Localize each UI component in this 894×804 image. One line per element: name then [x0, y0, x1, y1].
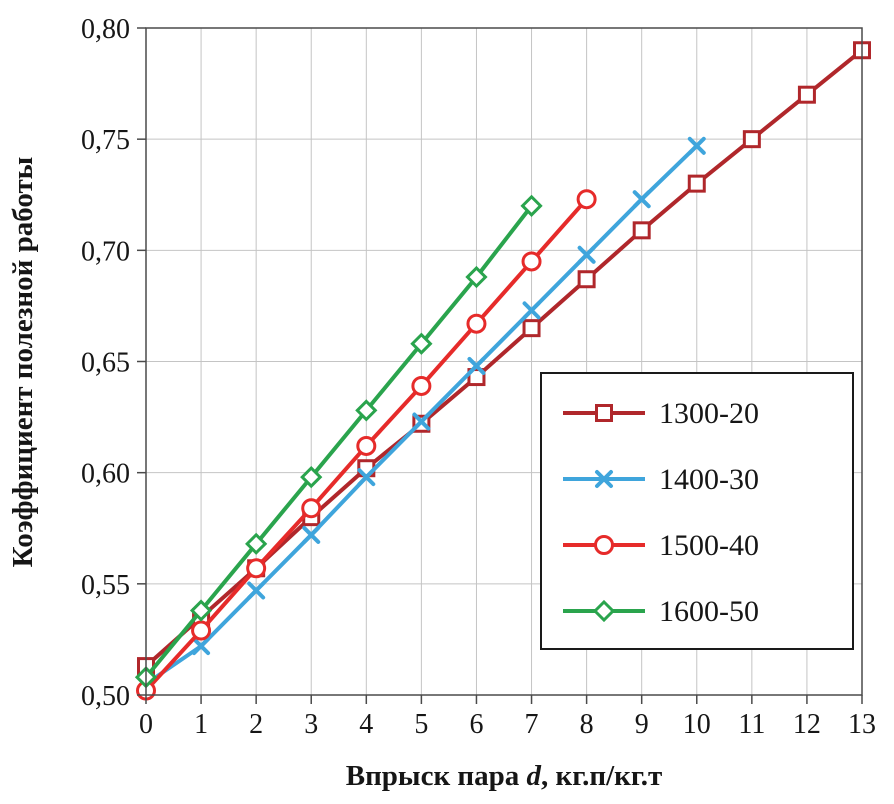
x-marker — [192, 637, 211, 656]
y-tick-label: 0,75 — [81, 125, 130, 156]
x-marker — [412, 412, 431, 431]
x-tick-label: 1 — [194, 709, 208, 740]
y-axis-title: Коэффициент полезной работы — [7, 157, 39, 568]
x-marker — [522, 301, 541, 320]
x-marker — [302, 525, 321, 544]
circle-marker — [466, 313, 487, 334]
circle-marker — [301, 498, 322, 519]
legend-label: 1500-40 — [659, 529, 759, 562]
x-tick-label: 0 — [139, 709, 153, 740]
legend-entry-1400-30: 1400-30 — [563, 463, 759, 496]
axes: 0 1 2 3 4 5 6 7 8 9 10 11 12 130,500,550,600,650,700,… — [81, 14, 876, 740]
y-tick-label: 0,65 — [81, 348, 130, 379]
diamond-marker — [465, 265, 488, 289]
series-group — [134, 41, 871, 701]
x-axis-title-prefix: Впрыск пара — [346, 760, 527, 792]
x-tick-label: 13 — [848, 709, 876, 740]
x-tick-label: 7 — [525, 709, 539, 740]
y-tick-label: 0,60 — [81, 459, 130, 490]
square-marker — [742, 130, 761, 149]
legend-label: 1400-30 — [659, 463, 759, 496]
circle-marker — [191, 620, 212, 641]
diamond-marker — [410, 332, 433, 355]
y-tick-label: 0,55 — [81, 570, 130, 601]
legend-label: 1300-20 — [659, 397, 759, 430]
y-tick-label: 0,50 — [81, 681, 130, 712]
y-tick-label: 0,80 — [81, 14, 130, 45]
x-tick-label: 4 — [359, 709, 373, 740]
x-tick-label: 8 — [580, 709, 594, 740]
x-tick-label: 12 — [793, 709, 821, 740]
square-marker — [467, 368, 486, 387]
circle-marker — [246, 558, 267, 579]
square-marker — [797, 85, 816, 104]
square-marker — [687, 174, 706, 193]
circle-marker — [594, 535, 614, 555]
square-marker — [522, 319, 541, 338]
circle-marker — [521, 251, 542, 272]
x-marker — [247, 581, 266, 600]
square-marker — [595, 404, 613, 422]
square-marker — [577, 270, 596, 289]
legend-entry-1600-50: 1600-50 — [563, 595, 759, 628]
x-tick-label: 11 — [738, 709, 765, 740]
x-tick-label: 2 — [249, 709, 263, 740]
circle-marker — [411, 375, 432, 396]
circle-marker — [356, 435, 377, 456]
x-tick-label: 5 — [414, 709, 428, 740]
x-axis-title-suffix: , кг.п/кг.т — [541, 760, 662, 792]
diamond-marker — [189, 599, 213, 622]
diamond-marker — [355, 399, 378, 422]
legend-entry-1300-20: 1300-20 — [563, 397, 759, 430]
x-axis-title: Впрыск пара d, кг.п/кг.т — [346, 760, 662, 792]
plot-border — [145, 27, 863, 696]
x-marker — [357, 468, 376, 487]
circle-marker — [576, 189, 597, 210]
x-marker — [687, 136, 706, 155]
diamond-marker — [592, 599, 616, 623]
x-marker — [632, 190, 651, 209]
x-marker — [577, 245, 596, 264]
legend-box — [540, 372, 854, 650]
x-tick-label: 9 — [635, 709, 649, 740]
x-marker — [595, 470, 613, 488]
x-axis-title-symbol: d — [527, 760, 542, 792]
x-tick-label: 10 — [683, 709, 711, 740]
square-marker — [632, 221, 651, 240]
series-1600-50 — [134, 194, 543, 689]
x-tick-label: 6 — [469, 709, 483, 740]
legend: 1300-20 1400-30 1500-40 1600-50 — [540, 372, 854, 650]
diamond-marker — [300, 465, 323, 489]
diamond-marker — [245, 532, 268, 555]
x-marker — [467, 356, 486, 375]
diamond-marker — [520, 194, 543, 217]
legend-label: 1600-50 — [659, 595, 759, 628]
x-tick-label: 3 — [304, 709, 318, 740]
legend-entry-1500-40: 1500-40 — [563, 529, 759, 562]
y-tick-label: 0,70 — [81, 236, 130, 267]
series-line — [144, 204, 534, 679]
